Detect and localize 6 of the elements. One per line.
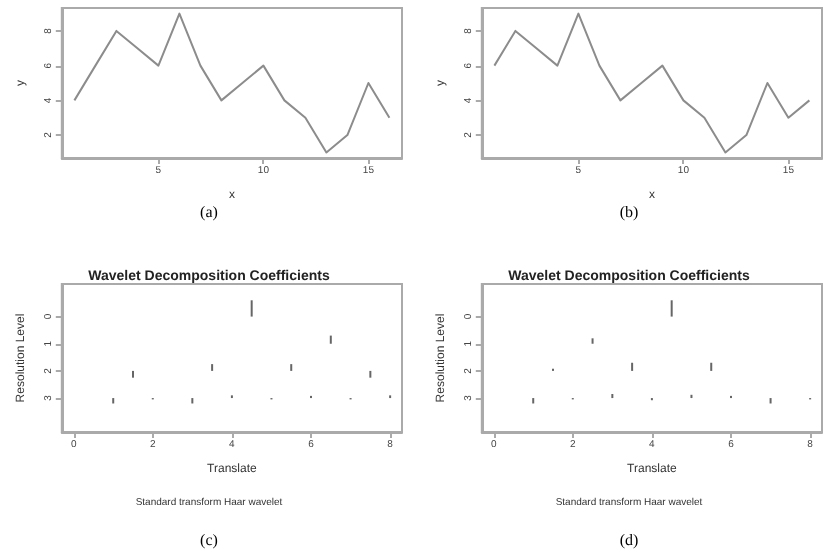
line-series bbox=[73, 12, 391, 154]
text: (c) bbox=[200, 531, 219, 549]
line-series bbox=[493, 12, 811, 154]
text: (d) bbox=[619, 531, 639, 549]
text: (a) bbox=[200, 203, 219, 221]
text: (b) bbox=[619, 203, 639, 221]
